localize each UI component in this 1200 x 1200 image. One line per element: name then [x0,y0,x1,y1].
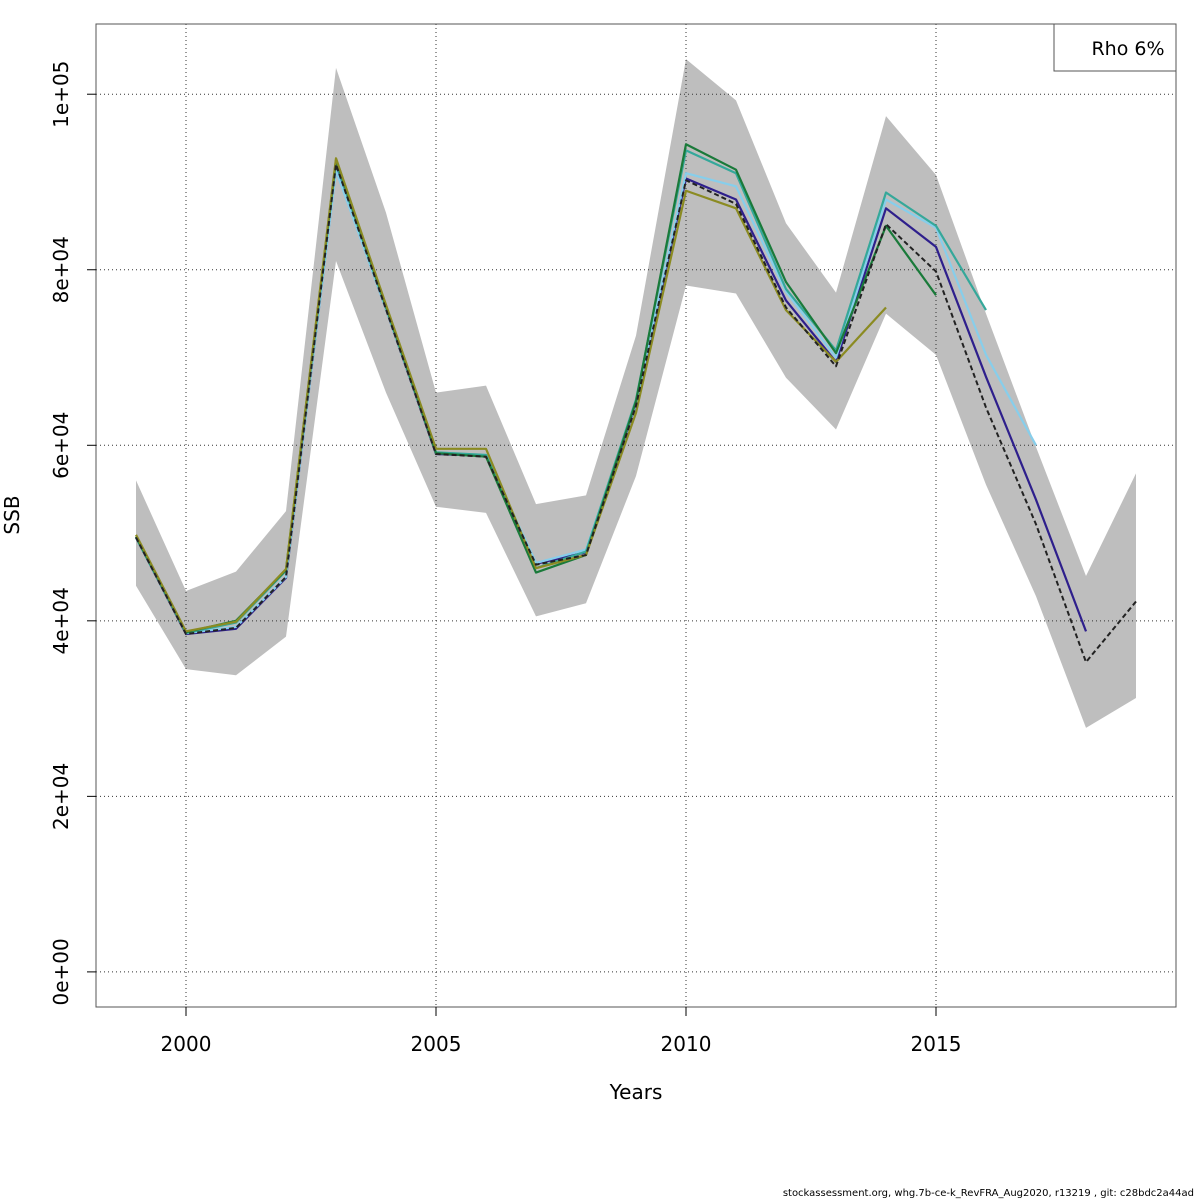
y-tick-label-2: 4e+04 [49,587,73,654]
series-line-0 [135,163,1137,664]
y-tick-label-1: 2e+04 [49,763,73,830]
y-axis: 0e+00 2e+04 4e+04 6e+04 8e+04 1e+05 [49,61,96,1006]
y-tick-label-4: 8e+04 [49,236,73,303]
series-layer [135,143,1137,664]
x-axis-label: Years [609,1080,663,1104]
y-tick-label-0: 0e+00 [49,938,73,1005]
legend-rho-text: Rho 6% [1091,38,1164,60]
legend-box: Rho 6% [1053,23,1177,72]
x-tick-label-3: 2015 [911,1032,962,1056]
plot-frame [95,23,1177,1008]
grid-layer [96,24,1176,1007]
footer-note: stockassessment.org, whg.7b-ce-k_RevFRA_… [782,1188,1194,1199]
legend-frame [1053,23,1177,72]
y-tick-label-5: 1e+05 [49,61,73,128]
x-tick-label-0: 2000 [161,1032,212,1056]
x-tick-label-1: 2005 [411,1032,462,1056]
x-axis: 2000 2005 2010 2015 [161,1007,962,1056]
y-tick-label-3: 6e+04 [49,412,73,479]
y-axis-label: SSB [0,495,24,534]
x-tick-label-2: 2010 [661,1032,712,1056]
